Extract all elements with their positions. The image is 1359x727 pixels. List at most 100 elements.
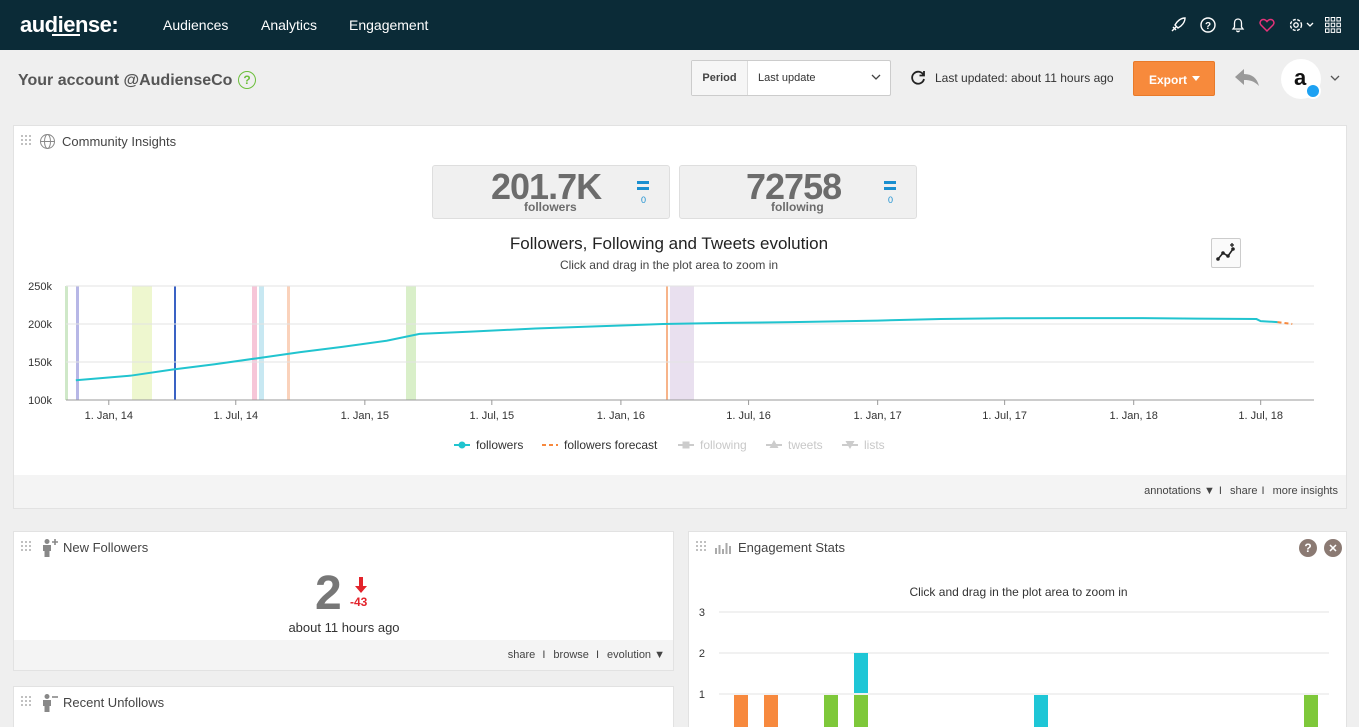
legend-item-followers[interactable]: followers <box>454 438 523 452</box>
equals-icon <box>637 181 649 190</box>
y-tick-label: 200k <box>28 319 52 331</box>
annotation-band <box>76 286 79 400</box>
avatar[interactable]: a <box>1281 59 1321 99</box>
legend-item-tweets[interactable]: tweets <box>766 438 823 452</box>
account-help-icon[interactable]: ? <box>238 71 256 89</box>
nav-engagement[interactable]: Engagement <box>349 17 429 33</box>
engagement-close-icon[interactable]: ✕ <box>1324 539 1342 557</box>
engagement-bar <box>854 653 868 693</box>
engagement-help-icon[interactable]: ? <box>1299 539 1317 557</box>
period-select[interactable]: Period Last update <box>691 60 891 96</box>
engagement-bar <box>854 695 868 727</box>
rocket-icon[interactable] <box>1168 15 1188 35</box>
browse-link[interactable]: browse <box>553 649 589 661</box>
separator: I <box>1261 485 1265 497</box>
period-value: Last update <box>758 72 816 84</box>
x-tick-label: 1. Jul, 15 <box>470 410 515 422</box>
drag-handle-icon[interactable] <box>20 695 32 707</box>
nav-audiences[interactable]: Audiences <box>163 17 229 33</box>
annotation-band <box>174 286 176 400</box>
engagement-stats-panel: Engagement Stats ? ✕ Click and drag in t… <box>688 531 1347 727</box>
annotation-band <box>406 286 416 400</box>
help-icon[interactable]: ? <box>1198 15 1218 35</box>
twitter-icon <box>1305 83 1321 99</box>
separator: I <box>1218 485 1222 497</box>
heart-icon[interactable] <box>1257 15 1277 35</box>
x-tick-label: 1. Jan, 14 <box>85 410 133 422</box>
new-followers-panel: New Followers 2 -43 about 11 hours ago s… <box>13 531 674 671</box>
chart-series <box>75 317 1293 382</box>
chart-title: Followers, Following and Tweets evolutio… <box>509 234 829 253</box>
annotation-band <box>132 286 152 400</box>
new-followers-time: about 11 hours ago <box>288 620 400 635</box>
separator: I <box>592 649 600 661</box>
y-tick-label: 250k <box>28 281 52 293</box>
recent-unfollows-panel: Recent Unfollows <box>13 686 674 727</box>
annotations-link[interactable]: annotations ▼ <box>1144 485 1215 497</box>
drag-handle-icon[interactable] <box>20 540 32 552</box>
page-title: Your account @AudienseCo <box>18 72 233 89</box>
period-label: Period <box>692 61 748 95</box>
bar-chart-icon <box>715 543 731 554</box>
annotation-band <box>666 286 668 400</box>
legend-item-following[interactable]: following <box>678 438 747 452</box>
chart-type-toggle-button[interactable] <box>1211 238 1241 268</box>
drag-handle-icon[interactable] <box>695 540 707 552</box>
refresh-icon[interactable] <box>909 69 927 87</box>
logo-underline <box>52 34 80 36</box>
audiense-logo[interactable]: audiense: <box>20 12 119 37</box>
engagement-bar <box>764 695 778 727</box>
chevron-down-icon <box>871 74 881 80</box>
y-tick-label: 2 <box>699 648 705 660</box>
annotation-band <box>670 286 694 400</box>
following-delta: 0 <box>888 195 894 205</box>
drag-handle-icon[interactable] <box>20 134 32 146</box>
legend-item-lists[interactable]: lists <box>842 438 885 452</box>
following-stat: 72758 following 0 <box>679 165 917 219</box>
equals-icon <box>884 181 896 190</box>
legend-item-followers-forecast[interactable]: followers forecast <box>542 438 658 452</box>
panel-title: Community Insights <box>62 134 177 149</box>
annotation-band <box>252 286 257 400</box>
y-axis: 250k 200k 150k 100k <box>28 281 52 407</box>
svg-text:?: ? <box>1205 21 1211 32</box>
x-tick-label: 1. Jan, 15 <box>341 410 389 422</box>
evolution-link[interactable]: evolution ▼ <box>607 649 665 661</box>
share-link[interactable]: share <box>1229 485 1258 497</box>
chart-gridlines: 3 2 1 <box>699 607 1329 701</box>
bell-icon[interactable] <box>1228 15 1248 35</box>
more-insights-link[interactable]: more insights <box>1272 485 1338 497</box>
followers-stat: 201.7K followers 0 <box>432 165 670 219</box>
engagement-bar <box>734 695 748 727</box>
annotation-bands <box>65 286 694 400</box>
chevron-down-icon[interactable] <box>1330 74 1340 82</box>
x-tick-label: 1. Jul, 16 <box>726 410 771 422</box>
x-tick-label: 1. Jul, 17 <box>982 410 1027 422</box>
add-person-icon <box>43 539 58 557</box>
separator: I <box>539 649 546 661</box>
followers-count: 201.7K <box>491 166 602 207</box>
apps-grid-icon[interactable] <box>1323 15 1343 35</box>
annotation-band <box>259 286 264 400</box>
line-chart-icon <box>1216 243 1235 261</box>
engagement-chart[interactable]: 3 2 1 <box>689 598 1346 727</box>
legend-marker <box>458 441 466 449</box>
annotation-band <box>287 286 290 400</box>
avatar-letter: a <box>1294 65 1307 90</box>
settings-gear-icon[interactable] <box>1287 15 1317 35</box>
export-button[interactable]: Export <box>1133 61 1215 96</box>
legend-label: tweets <box>788 438 823 452</box>
share-link[interactable]: share <box>507 649 536 661</box>
engagement-chart-subtitle: Click and drag in the plot area to zoom … <box>909 585 1128 599</box>
engagement-bar <box>1304 695 1318 727</box>
following-label: following <box>771 200 824 214</box>
reply-arrow-icon[interactable] <box>1233 66 1261 88</box>
nav-analytics[interactable]: Analytics <box>261 17 318 33</box>
engagement-bar <box>824 695 838 727</box>
y-tick-label: 100k <box>28 395 52 407</box>
legend-label: lists <box>864 438 885 452</box>
panel-title: New Followers <box>63 540 149 555</box>
caret-down-icon <box>1192 76 1200 81</box>
